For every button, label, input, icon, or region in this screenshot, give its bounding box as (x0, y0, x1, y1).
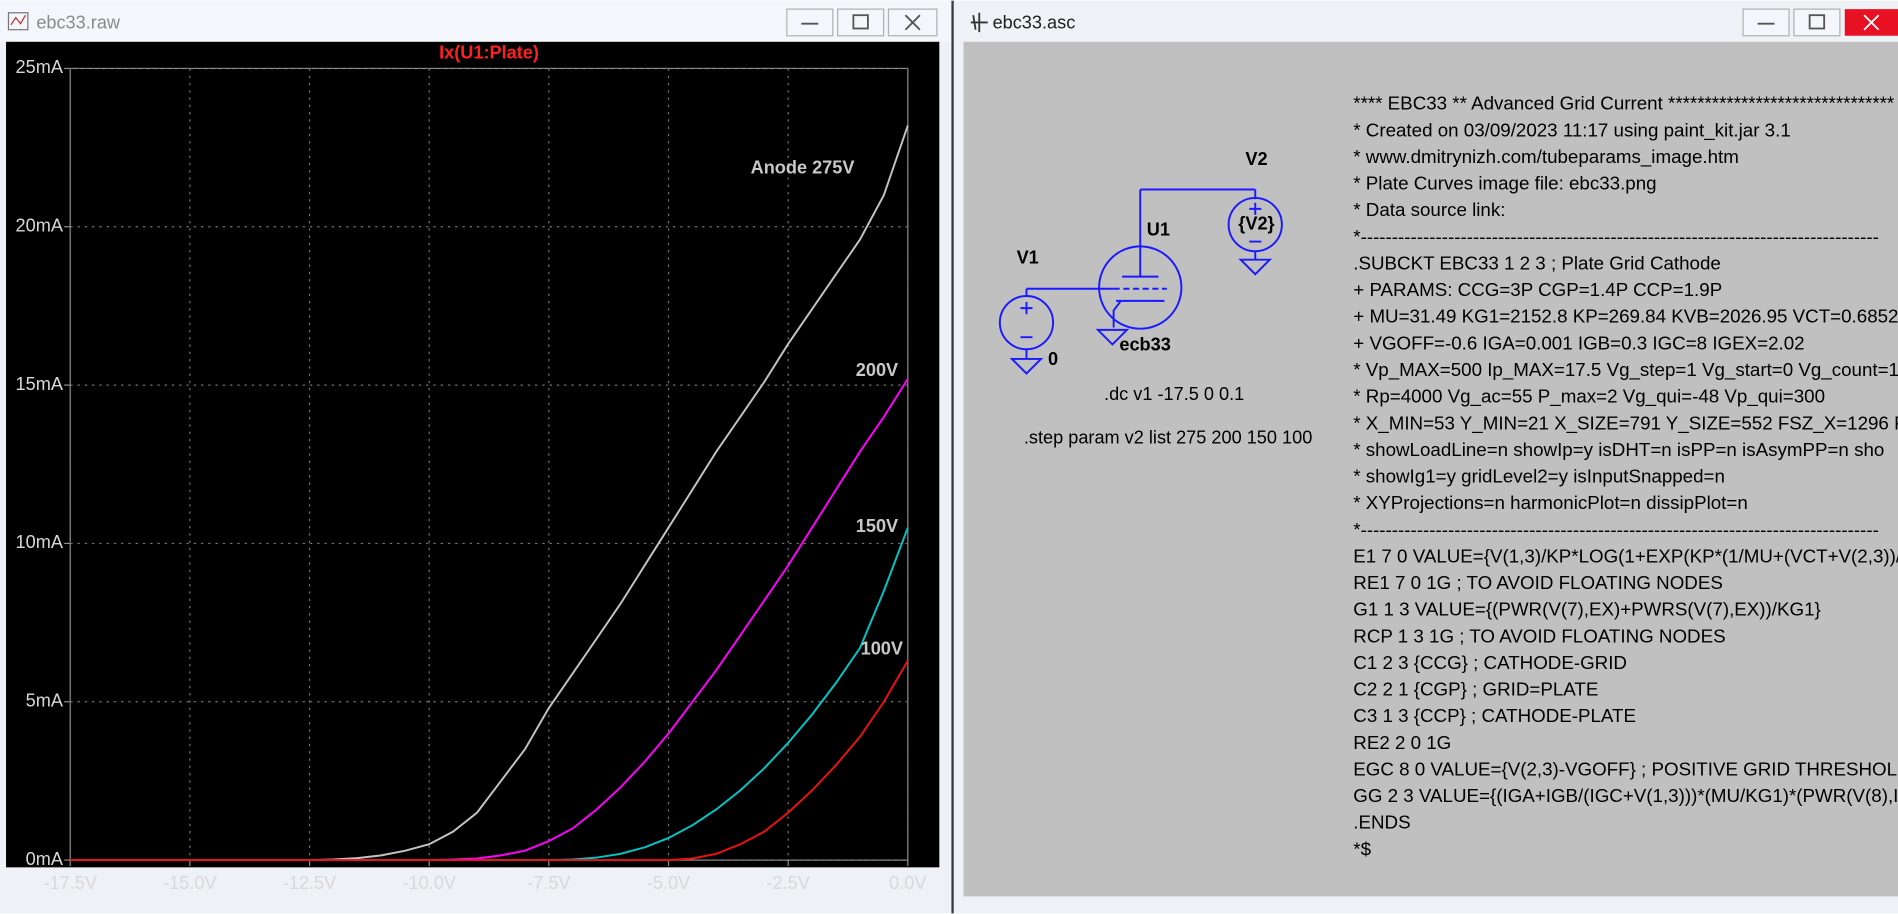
netlist-line: GG 2 3 VALUE={(IGA+IGB/(IGC+V(1,3)))*(MU… (1353, 785, 1898, 806)
netlist-line: + PARAMS: CCG=3P CGP=1.4P CCP=1.9P (1353, 279, 1722, 300)
source-polarity (1249, 202, 1262, 243)
netlist-line: * www.dmitrynizh.com/tubeparams_image.ht… (1353, 146, 1739, 168)
component-label: V2 (1245, 149, 1267, 169)
netlist-line: + VGOFF=-0.6 IGA=0.001 IGB=0.3 IGC=8 IGE… (1353, 332, 1804, 353)
netlist-line: *$ (1353, 838, 1371, 859)
close-icon (1863, 14, 1880, 31)
spice-directive: .step param v2 list 275 200 150 100 (1024, 428, 1312, 448)
netlist-line: + MU=31.49 KG1=2152.8 KP=269.84 KVB=2026… (1353, 306, 1898, 327)
netlist-line: * showIg1=y gridLevel2=y isInputSnapped=… (1353, 466, 1725, 487)
netlist-line: C1 2 3 {CCG} ; CATHODE-GRID (1353, 652, 1627, 673)
y-tick-label: 0mA (26, 849, 64, 869)
x-tick-label: -7.5V (527, 873, 571, 893)
net-label: 0 (1048, 349, 1058, 369)
netlist-line: G1 1 3 VALUE={(PWR(V(7),EX)+PWRS(V(7),EX… (1353, 599, 1821, 620)
netlist-line: E1 7 0 VALUE={V(1,3)/KP*LOG(1+EXP(KP*(1/… (1353, 545, 1898, 566)
netlist-line: .ENDS (1353, 812, 1410, 833)
series-label: 100V (861, 638, 903, 658)
ground (1009, 349, 1044, 375)
netlist-line: C2 2 1 {CGP} ; GRID=PLATE (1353, 679, 1598, 700)
netlist-line: RE1 7 0 1G ; TO AVOID FLOATING NODES (1353, 572, 1723, 593)
maximize-icon (852, 14, 869, 30)
window-separator (951, 0, 954, 914)
netlist-line: *---------------------------------------… (1353, 226, 1879, 247)
netlist: **** EBC33 ** Advanced Grid Current ****… (1353, 93, 1898, 860)
x-tick-label: 0.0V (889, 873, 927, 893)
right-window-buttons[interactable] (1742, 8, 1898, 37)
netlist-line: * Plate Curves image file: ebc33.png (1353, 173, 1656, 194)
y-tick-label: 25mA (16, 57, 64, 77)
netlist-line: RE2 2 0 1G (1353, 732, 1451, 753)
ground (1238, 251, 1273, 276)
window-title: ebc33.raw (36, 12, 121, 32)
minimize-button[interactable] (1742, 8, 1790, 37)
maximize-icon (1808, 14, 1826, 30)
app-icon (970, 12, 988, 33)
series-label: Anode 275V (751, 158, 855, 178)
window-title: ebc33.asc (993, 12, 1076, 32)
component-label: U1 (1147, 219, 1170, 239)
netlist-line: * Data source link: (1353, 199, 1505, 220)
schematic (998, 188, 1283, 375)
component-label: V1 (1017, 247, 1039, 267)
y-tick-label: 10mA (16, 532, 64, 552)
close-icon (904, 14, 921, 31)
app-icon-graph (10, 14, 26, 26)
netlist-line: RCP 1 3 1G ; TO AVOID FLOATING NODES (1353, 625, 1725, 646)
x-tick-label: -5.0V (647, 873, 691, 893)
netlist-line: * X_MIN=53 Y_MIN=21 X_SIZE=791 Y_SIZE=55… (1353, 412, 1898, 434)
maximize-button[interactable] (1793, 8, 1841, 37)
x-tick-label: -12.5V (283, 873, 337, 893)
series-line (70, 660, 909, 862)
netlist-line: **** EBC33 ** Advanced Grid Current ****… (1353, 93, 1894, 114)
left-window-buttons[interactable] (786, 8, 938, 37)
minimize-button[interactable] (786, 8, 834, 37)
netlist-line: C3 1 3 {CCP} ; CATHODE-PLATE (1353, 705, 1636, 726)
source-polarity (1020, 302, 1033, 339)
maximize-button[interactable] (837, 8, 885, 37)
series-label: 150V (856, 516, 898, 536)
netlist-line: * XYProjections=n harmonicPlot=n dissipP… (1353, 492, 1748, 513)
x-tick-label: -2.5V (767, 873, 811, 893)
netlist-line: *---------------------------------------… (1353, 519, 1879, 540)
netlist-line: * showLoadLine=n showIp=y isDHT=n isPP=n… (1353, 439, 1884, 460)
y-tick-label: 20mA (16, 216, 64, 236)
model-label: ecb33 (1119, 334, 1170, 354)
ground (1095, 328, 1130, 346)
series-label: 200V (856, 360, 898, 380)
y-tick-label: 15mA (16, 374, 64, 394)
app-icon (7, 12, 29, 31)
source-value: {V2} (1238, 213, 1274, 233)
netlist-line: * Vp_MAX=500 Ip_MAX=17.5 Vg_step=1 Vg_st… (1353, 359, 1898, 381)
plot-title: Ix(U1:Plate) (439, 43, 539, 63)
netlist-line: * Created on 03/09/2023 11:17 using pain… (1353, 119, 1790, 141)
netlist-line: EGC 8 0 VALUE={V(2,3)-VGOFF} ; POSITIVE … (1353, 758, 1898, 779)
netlist-line: .SUBCKT EBC33 1 2 3 ; Plate Grid Cathode (1353, 252, 1721, 273)
x-tick-label: -15.0V (163, 873, 217, 893)
spice-directive: .dc v1 -17.5 0 0.1 (1104, 384, 1244, 404)
netlist-line: * Rp=4000 Vg_ac=55 P_max=2 Vg_qui=-48 Vp… (1353, 386, 1825, 408)
tube-cathode (1112, 299, 1165, 328)
plot-pane (6, 41, 940, 868)
y-tick-label: 5mA (26, 691, 64, 711)
plot: 0mA 5mA 10mA 15mA 20mA 25mA -17.5V -15.0V -12.5V… (16, 57, 928, 893)
x-tick-label: -10.0V (402, 873, 456, 893)
x-tick-label: -17.5V (43, 873, 97, 893)
schematic-pane (963, 41, 1898, 897)
